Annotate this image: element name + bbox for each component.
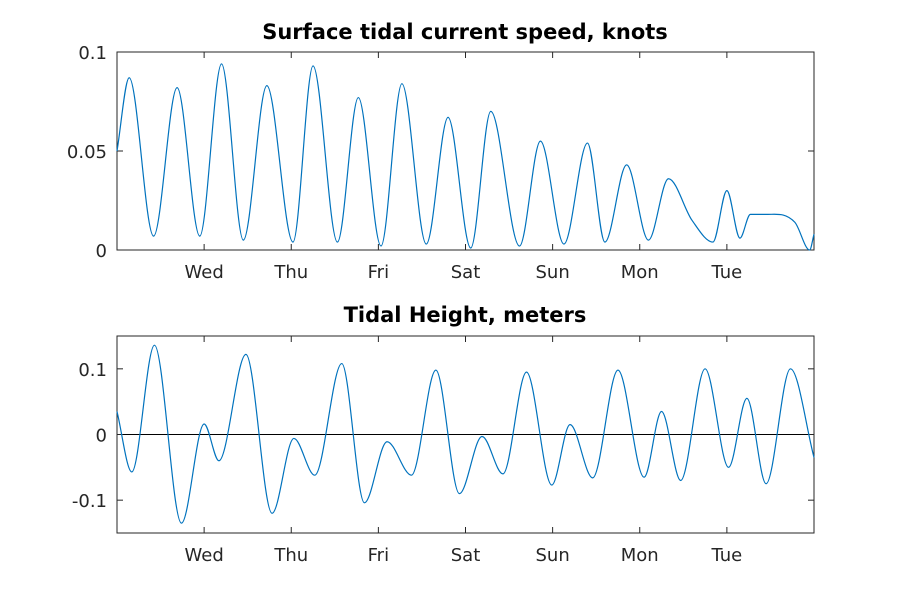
current-speed-y-tick-label: 0.1 <box>78 43 107 64</box>
current-speed-x-tick-label: Thu <box>273 262 308 283</box>
tidal-height-y-tick-label: 0.1 <box>78 360 107 381</box>
current-speed-x-tick-label: Sat <box>451 262 481 283</box>
current-speed-x-tick-label: Wed <box>185 262 224 283</box>
tidal-height-y-tick-label: 0 <box>96 426 107 447</box>
tidal-height-x-tick-label: Wed <box>185 545 224 566</box>
current-speed-y-tick-label: 0 <box>96 241 107 262</box>
tidal-height-series-line <box>116 344 815 524</box>
tidal-height-x-tick-label: Tue <box>711 545 743 566</box>
current-speed-x-tick-label: Fri <box>368 262 389 283</box>
tidal-height-x-tick-label: Sat <box>451 545 481 566</box>
current-speed-series-line <box>116 63 815 251</box>
tidal-height-x-tick-label: Fri <box>368 545 389 566</box>
current-speed-x-tick-label: Sun <box>536 262 570 283</box>
current-speed-title: Surface tidal current speed, knots <box>262 20 668 44</box>
current-speed-axes-box <box>116 51 815 251</box>
tidal-height-y-tick-label: -0.1 <box>72 491 107 512</box>
tidal-height-x-tick-label: Thu <box>273 545 308 566</box>
tidal-height-title: Tidal Height, meters <box>344 303 587 327</box>
current-speed-panel: Surface tidal current speed, knots Wed Th… <box>67 20 815 283</box>
tidal-height-x-tick-label: Mon <box>621 545 659 566</box>
current-speed-x-tick-label: Mon <box>621 262 659 283</box>
current-speed-x-tick-label: Tue <box>711 262 743 283</box>
tidal-height-x-tick-label: Sun <box>536 545 570 566</box>
current-speed-y-tick-label: 0.05 <box>67 142 107 163</box>
tidal-height-panel: Tidal Height, meters Wed Thu Fri Sat Sun Mon T… <box>72 303 815 566</box>
